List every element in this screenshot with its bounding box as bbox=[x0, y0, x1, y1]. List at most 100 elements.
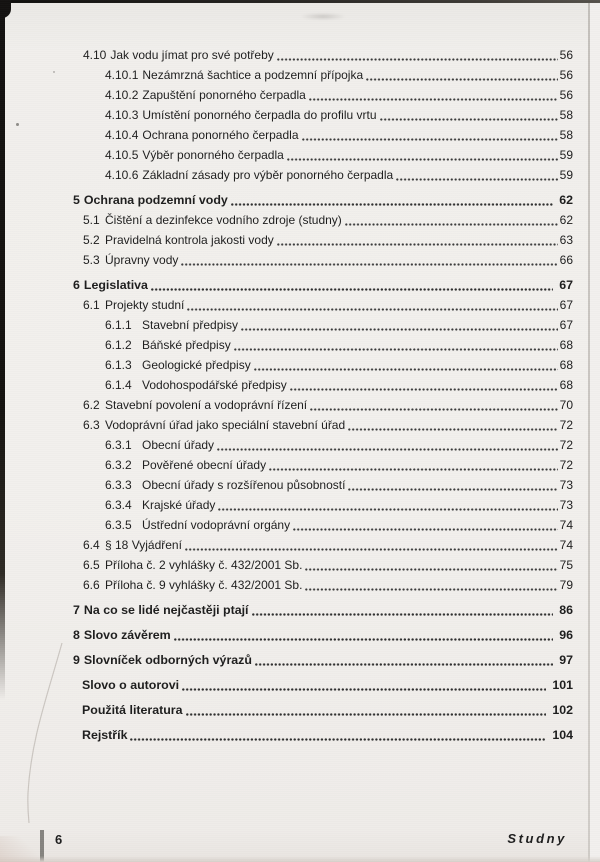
toc-entry-number: 5 bbox=[73, 193, 80, 207]
toc-entry: 5.1 Čištění a dezinfekce vodního zdroje (… bbox=[0, 210, 600, 230]
toc-entry: 5 Ochrana podzemní vody 62 bbox=[0, 190, 600, 210]
toc-entry-title: Krajské úřady bbox=[142, 498, 216, 512]
toc-entry: 4.10.5 Výběr ponorného čerpadla 59 bbox=[0, 145, 600, 165]
toc-entry-page: 72 bbox=[559, 458, 573, 472]
toc-entry: 4.10.3 Umístění ponorného čerpadla do pro… bbox=[0, 105, 600, 125]
toc-entry-title: Ochrana ponorného čerpadla bbox=[142, 128, 299, 142]
toc-entry: 6 Legislativa 67 bbox=[0, 275, 600, 295]
toc-entry-title: Ochrana podzemní vody bbox=[83, 193, 228, 207]
toc-entry-title: Legislativa bbox=[83, 278, 148, 292]
dot-leader bbox=[379, 118, 558, 121]
toc-entry-page: 73 bbox=[559, 498, 573, 512]
toc-entry-page: 59 bbox=[559, 168, 573, 182]
toc-entry-number: 5.2 bbox=[83, 233, 100, 247]
toc-entry-page: 58 bbox=[559, 128, 573, 142]
toc-entry: 6.3.3 Obecní úřady s rozšířenou působnost… bbox=[0, 475, 600, 495]
toc-entry: 7 Na co se lidé nejčastěji ptají 86 bbox=[0, 600, 600, 620]
dot-leader bbox=[344, 223, 558, 226]
toc-entry-page: 68 bbox=[559, 338, 573, 352]
toc-entry-number: 9 bbox=[73, 653, 80, 667]
footer-book-title: Studny bbox=[507, 831, 567, 846]
toc-entry-page: 58 bbox=[559, 108, 573, 122]
dot-leader bbox=[396, 178, 558, 181]
toc-entry-title: Pravidelná kontrola jakosti vody bbox=[105, 233, 274, 247]
toc-entry-number: 4.10.2 bbox=[105, 88, 139, 102]
dot-leader bbox=[185, 713, 547, 716]
toc-entry-page: 56 bbox=[559, 88, 573, 102]
toc-entry-title: Umístění ponorného čerpadla do profilu v… bbox=[142, 108, 377, 122]
scan-smudge bbox=[300, 13, 346, 20]
dot-leader bbox=[276, 243, 558, 246]
toc-entry-page: 86 bbox=[559, 603, 573, 617]
toc-entry-title: Rejstřík bbox=[82, 728, 128, 742]
toc-entry-title: Nezámrzná šachtice a podzemní přípojka bbox=[142, 68, 364, 82]
toc-entry-number: 6.3.5 bbox=[105, 518, 132, 532]
toc-entry: 6.1.1 Stavební předpisy 67 bbox=[0, 315, 600, 335]
toc-entry-title: Stavební předpisy bbox=[142, 318, 239, 332]
scan-corner-top-left bbox=[0, 0, 11, 18]
toc-entry-number: 5.3 bbox=[83, 253, 100, 267]
toc-entry-number: 4.10 bbox=[83, 48, 107, 62]
toc-entry-title: Obecní úřady s rozšířenou působností bbox=[142, 478, 346, 492]
toc-entry-page: 72 bbox=[559, 418, 573, 432]
toc-entry: 6.3.1 Obecní úřady 72 bbox=[0, 435, 600, 455]
toc-entry-page: 70 bbox=[559, 398, 573, 412]
toc-entry-page: 56 bbox=[559, 68, 573, 82]
dot-leader bbox=[269, 468, 558, 471]
toc-entry-page: 67 bbox=[559, 318, 573, 332]
toc-entry-number: 6.3.2 bbox=[105, 458, 132, 472]
toc-entry-page: 56 bbox=[559, 48, 573, 62]
toc-entry-title: Výběr ponorného čerpadla bbox=[142, 148, 284, 162]
toc-entry-title: Slovo o autorovi bbox=[82, 678, 180, 692]
toc-entry-page: 97 bbox=[559, 653, 573, 667]
toc-entry-number: 4.10.1 bbox=[105, 68, 139, 82]
toc-entry: 6.3.5 Ústřední vodoprávní orgány 74 bbox=[0, 515, 600, 535]
toc-entry-page: 101 bbox=[552, 678, 573, 692]
toc-entry-number: 4.10.5 bbox=[105, 148, 139, 162]
dot-leader bbox=[301, 138, 558, 141]
footer-accent-bar bbox=[40, 830, 44, 862]
toc-entry-number: 6 bbox=[73, 278, 80, 292]
toc-entry-number: 6.3 bbox=[83, 418, 100, 432]
toc-entry: 6.1.2 Báňské předpisy 68 bbox=[0, 335, 600, 355]
toc-entry: 6.3 Vodoprávní úřad jako speciální staveb… bbox=[0, 415, 600, 435]
dot-leader bbox=[348, 428, 558, 431]
toc-entry-page: 96 bbox=[559, 628, 573, 642]
toc-entry-number: 6.4 bbox=[83, 538, 100, 552]
scan-edge-left bbox=[0, 0, 5, 700]
dot-leader bbox=[217, 448, 558, 451]
dot-leader bbox=[366, 78, 558, 81]
dot-leader bbox=[251, 613, 554, 616]
scan-edge-right-line bbox=[588, 0, 590, 862]
dot-leader bbox=[310, 408, 558, 411]
scan-edge-top bbox=[0, 0, 600, 3]
toc-entry: 6.6 Příloha č. 9 vyhlášky č. 432/2001 Sb.… bbox=[0, 575, 600, 595]
scan-speck bbox=[53, 71, 55, 73]
toc-entry-number: 6.2 bbox=[83, 398, 100, 412]
toc-entry: 4.10.6 Základní zásady pro výběr ponornéh… bbox=[0, 165, 600, 185]
dot-leader bbox=[230, 203, 554, 206]
dot-leader bbox=[286, 158, 558, 161]
toc-entry: 6.1 Projekty studní 67 bbox=[0, 295, 600, 315]
toc-entry-page: 68 bbox=[559, 378, 573, 392]
toc-entry-number: 6.3.3 bbox=[105, 478, 132, 492]
toc-entry-title: Zapuštění ponorného čerpadla bbox=[142, 88, 306, 102]
dot-leader bbox=[184, 548, 558, 551]
toc-entry-page: 59 bbox=[559, 148, 573, 162]
dot-leader bbox=[276, 58, 558, 61]
dot-leader bbox=[253, 368, 558, 371]
toc-entry-title: Ústřední vodoprávní orgány bbox=[142, 518, 291, 532]
toc-list: 4.10 Jak vodu jímat pro své potřeby 56 4.10… bbox=[0, 45, 600, 745]
toc-entry-title: § 18 Vyjádření bbox=[105, 538, 182, 552]
toc-entry-number: 5.1 bbox=[83, 213, 100, 227]
toc-entry-page: 67 bbox=[559, 278, 573, 292]
toc-entry-number: 6.1.3 bbox=[105, 358, 132, 372]
dot-leader bbox=[289, 388, 558, 391]
dot-leader bbox=[348, 488, 558, 491]
toc-entry-page: 104 bbox=[552, 728, 573, 742]
toc-entry-title: Vodohospodářské předpisy bbox=[142, 378, 287, 392]
toc-entry-title: Slovo závěrem bbox=[83, 628, 171, 642]
toc-entry-number: 6.3.4 bbox=[105, 498, 132, 512]
toc-entry: Slovo o autorovi 101 bbox=[0, 675, 600, 695]
scan-edge-bottom bbox=[0, 856, 600, 862]
